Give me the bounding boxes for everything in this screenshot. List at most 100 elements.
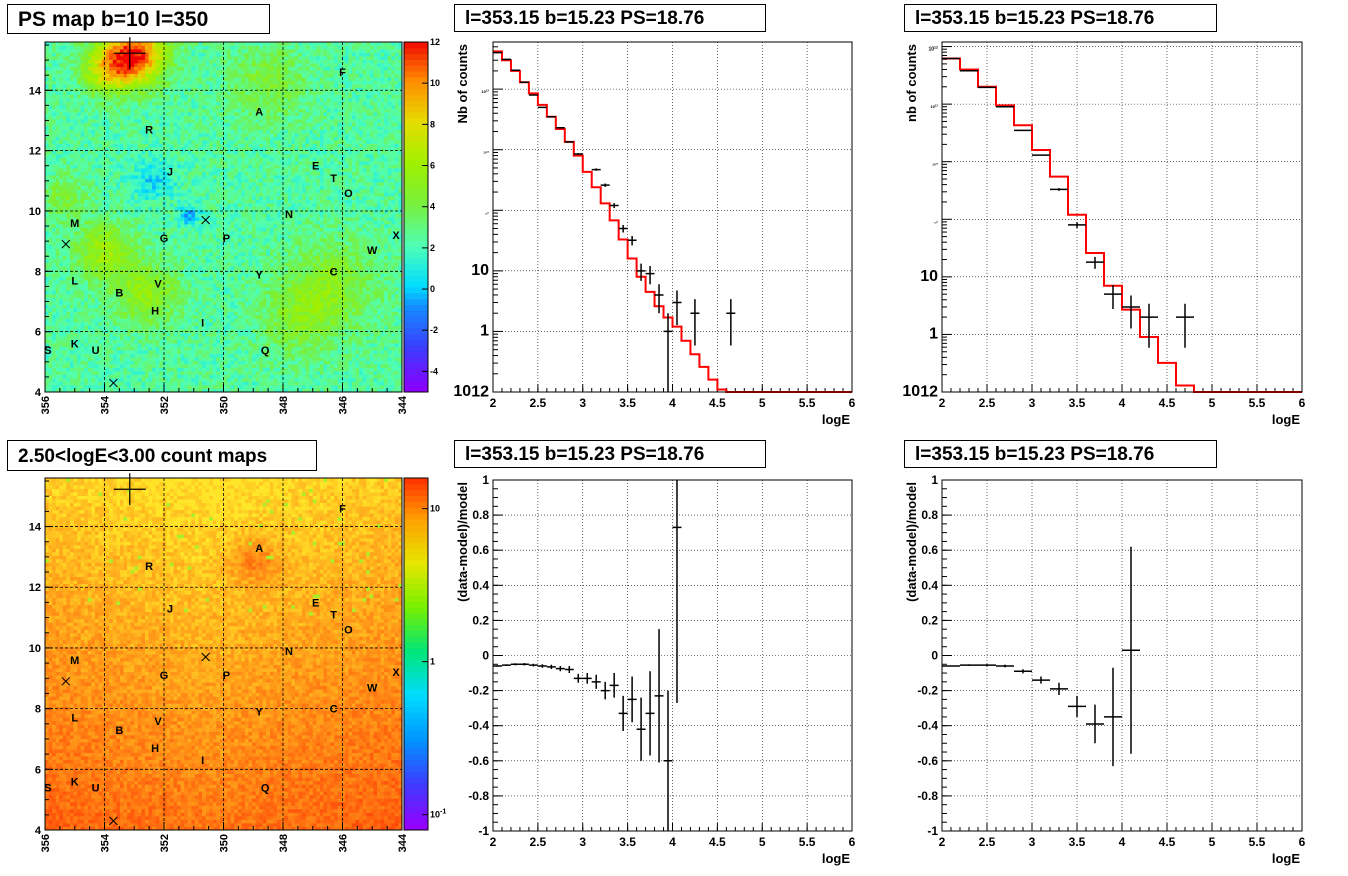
map1-cell: [131, 326, 135, 330]
map1-cell: [209, 252, 213, 256]
map1-cell: [149, 371, 153, 375]
map1-cell: [131, 70, 135, 74]
map1-cell: [134, 137, 138, 141]
map1-cell: [116, 116, 120, 120]
map1-cell: [145, 189, 149, 193]
map1-cell: [134, 203, 138, 207]
map1-cell: [109, 284, 113, 288]
map1-cell: [66, 200, 70, 204]
map1-cell: [156, 119, 160, 123]
map1-cell: [184, 49, 188, 53]
map1-cell: [70, 298, 74, 302]
map1-cell: [188, 308, 192, 312]
map1-cell: [213, 200, 217, 204]
map1-cell: [88, 196, 92, 200]
map1-cell: [152, 354, 156, 358]
map1-cell: [91, 60, 95, 64]
map1-cell: [120, 105, 124, 109]
map1-cell: [91, 245, 95, 249]
map1-cell: [88, 238, 92, 242]
map1-cell: [213, 123, 217, 127]
map1-cell: [145, 158, 149, 162]
map1-cell: [149, 375, 153, 379]
map1-cell: [70, 259, 74, 263]
map1-cell: [131, 214, 135, 218]
map1-cell: [63, 214, 67, 218]
map1-cell: [152, 154, 156, 158]
map1-cell: [99, 98, 103, 102]
map1-cell: [59, 235, 63, 239]
map1-cell: [88, 130, 92, 134]
map1-cell: [163, 137, 167, 141]
map1-cell: [149, 301, 153, 305]
map1-cell: [199, 343, 203, 347]
map1-cell: [70, 133, 74, 137]
map1-cell: [191, 280, 195, 284]
map1-cell: [141, 329, 145, 333]
map1-cell: [188, 231, 192, 235]
map1-cell: [166, 91, 170, 95]
map1-cell: [49, 382, 53, 386]
map1-cell: [91, 77, 95, 81]
map1-cell: [138, 172, 142, 176]
map1-cell: [174, 252, 178, 256]
map1-cell: [138, 231, 142, 235]
map1-cell: [213, 378, 217, 382]
map1-cell: [216, 256, 220, 260]
map1-cell: [184, 165, 188, 169]
map1-cell: [170, 119, 174, 123]
map1-cell: [124, 305, 128, 309]
map1-cell: [141, 263, 145, 267]
map1-cell: [213, 238, 217, 242]
map1-cell: [149, 252, 153, 256]
map1-cell: [184, 102, 188, 106]
map1-cell: [163, 333, 167, 337]
map1-cell: [184, 340, 188, 344]
map1-cell: [191, 350, 195, 354]
map1-cell: [74, 263, 78, 267]
map1-cell: [88, 315, 92, 319]
map1-cell: [134, 245, 138, 249]
map1-cell: [202, 116, 206, 120]
map1-cell: [77, 70, 81, 74]
map1-cell: [152, 375, 156, 379]
map1-cell: [77, 385, 81, 389]
map1-cell: [45, 368, 49, 372]
map1-cell: [77, 214, 81, 218]
map1-cell: [84, 329, 88, 333]
map1-cell: [170, 242, 174, 246]
map1-cell: [159, 193, 163, 197]
map1-cell: [206, 378, 210, 382]
map1-cell: [70, 354, 74, 358]
map1-cell: [131, 284, 135, 288]
map1-cell: [170, 245, 174, 249]
map1-cell: [88, 186, 92, 190]
map1-cell: [120, 214, 124, 218]
map1-cell: [52, 382, 56, 386]
map1-cell: [84, 231, 88, 235]
map1-cell: [149, 70, 153, 74]
map1-cell: [70, 84, 74, 88]
map1-cell: [116, 322, 120, 326]
map1-cell: [124, 231, 128, 235]
map1-cell: [77, 301, 81, 305]
map1-cell: [191, 179, 195, 183]
map1-cell: [84, 91, 88, 95]
map1-cell: [95, 368, 99, 372]
map1-cell: [213, 308, 217, 312]
map1-cell: [84, 140, 88, 144]
map1-cell: [59, 277, 63, 281]
map1-cell: [84, 172, 88, 176]
map1-cell: [202, 361, 206, 365]
map1-cell: [174, 287, 178, 291]
map1-cell: [170, 189, 174, 193]
map1-cell: [177, 77, 181, 81]
map1-cell: [195, 116, 199, 120]
map1-cell: [59, 294, 63, 298]
map1-cell: [131, 137, 135, 141]
map1-cell: [66, 357, 70, 361]
map1-cell: [81, 179, 85, 183]
map1-cell: [106, 144, 110, 148]
map1-cell: [213, 74, 217, 78]
map1-cell: [45, 175, 49, 179]
